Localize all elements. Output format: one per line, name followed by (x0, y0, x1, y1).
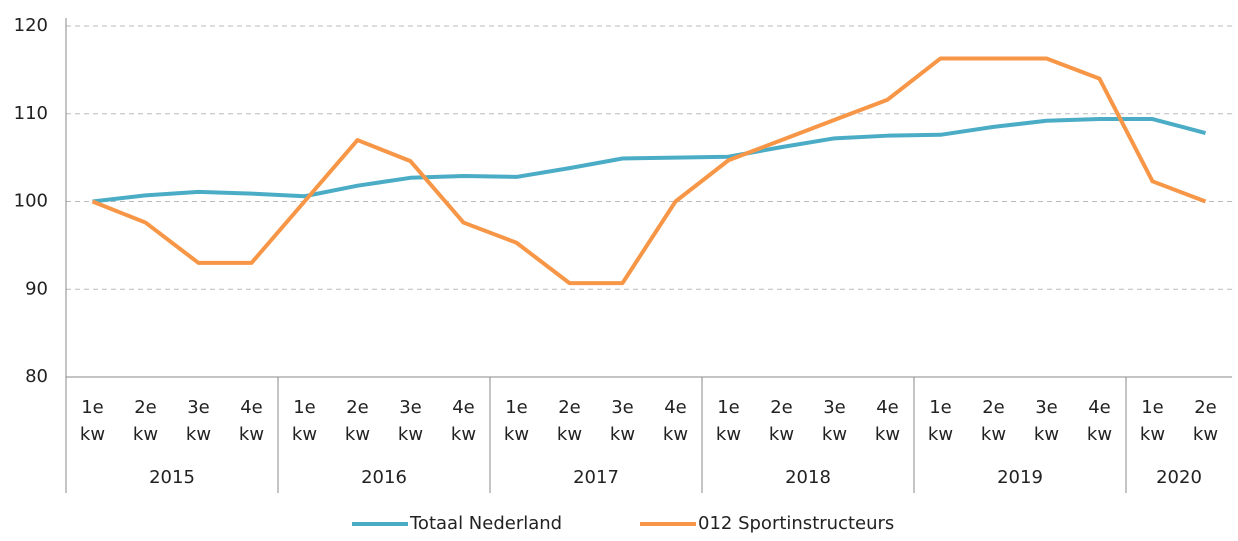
x-tick-label: 2e kw (981, 397, 1006, 445)
x-tick-label: 3e kw (398, 397, 423, 445)
x-tick-label: 1e kw (292, 397, 317, 445)
legend-label: Totaal Nederland (409, 513, 562, 534)
x-tick-label: 3e kw (822, 397, 847, 445)
legend-label: 012 Sportinstructeurs (698, 513, 894, 534)
y-tick-label: 110 (14, 103, 48, 124)
x-tick-label: 4e kw (239, 397, 264, 445)
x-tick-label: 3e kw (610, 397, 635, 445)
x-tick-label: 2e kw (769, 397, 794, 445)
x-group-label: 2020 (1156, 467, 1202, 488)
x-tick-label: 1e kw (928, 397, 953, 445)
y-tick-label: 80 (25, 366, 48, 387)
x-group-label: 2015 (149, 467, 195, 488)
x-group-label: 2019 (997, 467, 1043, 488)
x-tick-label: 1e kw (1140, 397, 1165, 445)
x-group-label: 2017 (573, 467, 619, 488)
x-tick-label: 2e kw (133, 397, 158, 445)
x-tick-label: 4e kw (875, 397, 900, 445)
x-tick-label: 3e kw (186, 397, 211, 445)
x-tick-label: 4e kw (451, 397, 476, 445)
x-tick-label: 1e kw (504, 397, 529, 445)
line-series (92, 117, 1207, 204)
x-tick-label: 4e kw (663, 397, 688, 445)
y-tick-label: 120 (14, 15, 48, 36)
x-group-label: 2018 (785, 467, 831, 488)
x-tick-label: 1e kw (716, 397, 741, 445)
y-tick-label: 100 (14, 191, 48, 212)
x-group-label: 2016 (361, 467, 407, 488)
x-tick-label: 2e kw (345, 397, 370, 445)
x-tick-label: 2e kw (557, 397, 582, 445)
x-tick-label: 2e kw (1193, 397, 1218, 445)
x-tick-label: 3e kw (1034, 397, 1059, 445)
line-series (91, 56, 1207, 286)
x-tick-label: 4e kw (1087, 397, 1112, 445)
y-tick-label: 90 (25, 278, 48, 299)
x-tick-label: 1e kw (80, 397, 105, 445)
